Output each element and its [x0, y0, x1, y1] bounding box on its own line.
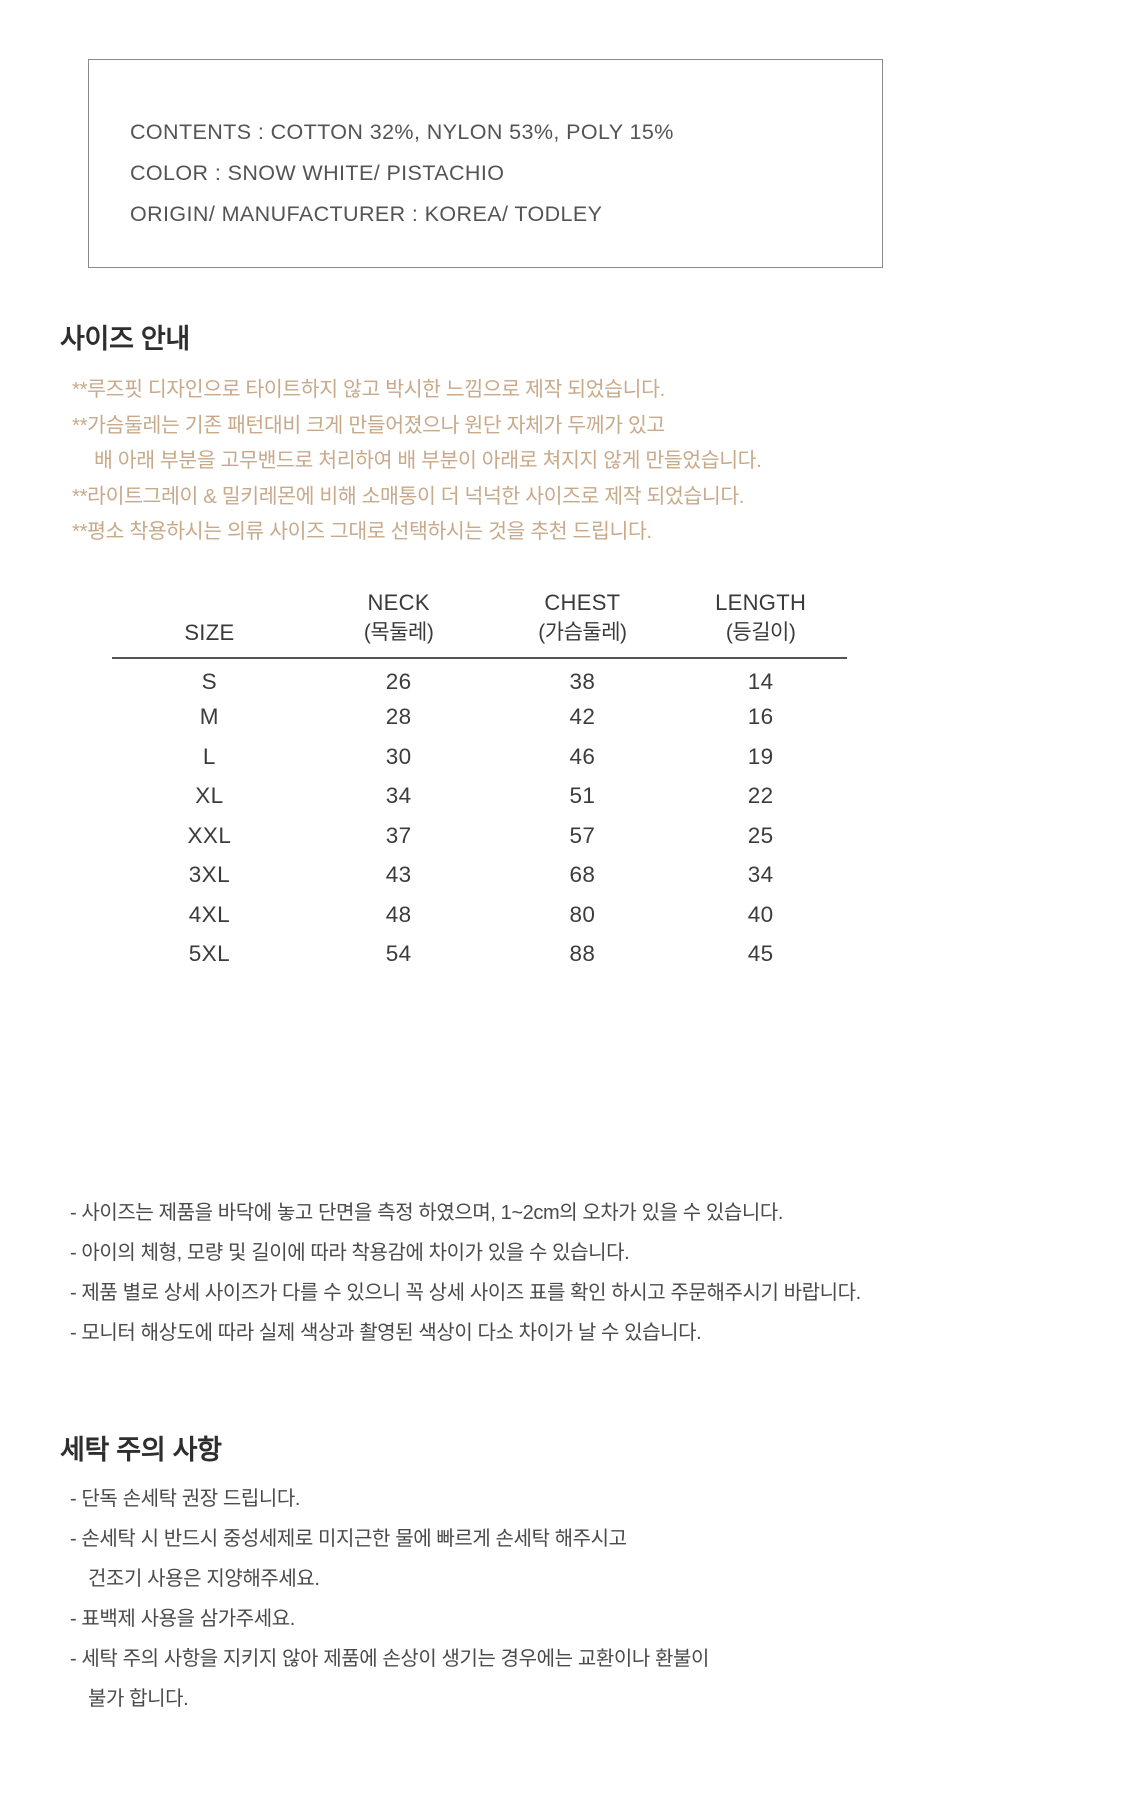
cell-chest: 51: [569, 783, 596, 809]
fit-note: **가슴둘레는 기존 패턴대비 크게 만들어졌으나 원단 자체가 두께가 있고: [72, 413, 665, 437]
cell-chest: 42: [569, 704, 596, 730]
cell-length: 45: [747, 941, 774, 967]
product-spec-box-content: CONTENTS : COTTON 32%, NYLON 53%, POLY 1…: [89, 60, 882, 235]
product-spec-box: CONTENTS : COTTON 32%, NYLON 53%, POLY 1…: [88, 59, 883, 268]
table-row: L 30 46 19: [112, 737, 847, 777]
spec-line-contents: CONTENTS : COTTON 32%, NYLON 53%, POLY 1…: [130, 120, 674, 144]
cell-size: L: [202, 743, 216, 769]
cell-neck: 34: [385, 783, 412, 809]
cell-chest: 88: [569, 941, 596, 967]
fit-note: 배 아래 부분을 고무밴드로 처리하여 배 부분이 아래로 쳐지지 않게 만들었…: [94, 449, 762, 472]
fit-note: **평소 착용하시는 의류 사이즈 그대로 선택하시는 것을 추천 드립니다.: [72, 520, 652, 543]
cell-neck: 54: [385, 941, 412, 967]
cell-neck: 28: [385, 704, 412, 730]
column-header-chest: CHEST (가슴둘레): [491, 588, 675, 658]
size-table-header: SIZE NECK (목둘레) CHEST (가슴둘레) LENGTH (등길이…: [112, 588, 847, 658]
table-row: XXL 37 57 25: [112, 816, 847, 856]
fit-note: **루즈핏 디자인으로 타이트하지 않고 박시한 느낌으로 제작 되었습니다.: [72, 378, 665, 401]
washing-care-note: 건조기 사용은 지양해주세요.: [88, 1568, 320, 1590]
cell-neck: 37: [385, 822, 412, 848]
cell-length: 14: [747, 668, 774, 694]
table-row: 5XL 54 88 45: [112, 935, 847, 975]
spec-line-origin: ORIGIN/ MANUFACTURER : KOREA/ TODLEY: [130, 202, 603, 226]
measurement-note: - 아이의 체형, 모량 및 길이에 따라 착용감에 차이가 있을 수 있습니다…: [70, 1242, 630, 1264]
measurement-note: - 모니터 해상도에 따라 실제 색상과 촬영된 색상이 다소 차이가 날 수 …: [70, 1322, 702, 1344]
table-header-row: SIZE NECK (목둘레) CHEST (가슴둘레) LENGTH (등길이…: [112, 588, 847, 658]
cell-neck: 43: [385, 862, 412, 888]
column-header-size-en: SIZE: [184, 620, 235, 645]
cell-neck: 48: [385, 901, 412, 927]
cell-chest: 57: [569, 822, 596, 848]
cell-chest: 68: [569, 862, 596, 888]
column-header-chest-ko: (가슴둘레): [538, 621, 627, 644]
washing-care-note: 불가 합니다.: [88, 1688, 189, 1710]
cell-size: S: [201, 668, 218, 694]
column-header-length-en: LENGTH: [715, 590, 807, 615]
washing-care-note: - 단독 손세탁 권장 드립니다.: [70, 1488, 301, 1510]
cell-length: 25: [747, 822, 774, 848]
cell-size: XL: [195, 783, 224, 809]
cell-neck: 30: [385, 743, 412, 769]
cell-size: 3XL: [188, 862, 230, 888]
size-table-body: S 26 38 14 M 28 42 16 L 30 46 19 XL 34 5…: [112, 658, 847, 974]
table-row: XL 34 51 22: [112, 777, 847, 817]
washing-care-notes-list: - 단독 손세탁 권장 드립니다. - 손세탁 시 반드시 중성세제로 미지근한…: [70, 1479, 1110, 1719]
column-header-neck: NECK (목둘레): [307, 588, 491, 658]
measurement-note: - 제품 별로 상세 사이즈가 다를 수 있으니 꼭 상세 사이즈 표를 확인 …: [70, 1282, 861, 1304]
cell-length: 34: [747, 862, 774, 888]
washing-care-note: - 손세탁 시 반드시 중성세제로 미지근한 물에 빠르게 손세탁 해주시고: [70, 1528, 627, 1550]
washing-care-note: - 표백제 사용을 삼가주세요.: [70, 1608, 295, 1630]
cell-length: 40: [747, 901, 774, 927]
spec-line-color: COLOR : SNOW WHITE/ PISTACHIO: [130, 161, 505, 185]
column-header-length: LENGTH (등길이): [674, 588, 847, 658]
column-header-neck-en: NECK: [367, 590, 430, 615]
column-header-chest-en: CHEST: [544, 590, 621, 615]
cell-size: 5XL: [188, 941, 230, 967]
column-header-size: SIZE: [112, 588, 307, 658]
size-table-container: SIZE NECK (목둘레) CHEST (가슴둘레) LENGTH (등길이…: [112, 588, 847, 974]
cell-length: 19: [747, 743, 774, 769]
fit-note: **라이트그레이 & 밀키레몬에 비해 소매통이 더 넉넉한 사이즈로 제작 되…: [72, 484, 745, 508]
cell-size: XXL: [187, 822, 232, 848]
table-row: M 28 42 16: [112, 698, 847, 738]
table-row: 3XL 43 68 34: [112, 856, 847, 896]
column-header-length-ko: (등길이): [725, 621, 796, 644]
size-guide-heading: 사이즈 안내: [60, 324, 190, 354]
table-row: S 26 38 14: [112, 658, 847, 698]
cell-chest: 38: [569, 668, 596, 694]
washing-care-heading: 세탁 주의 사항: [60, 1435, 222, 1465]
washing-care-note: - 세탁 주의 사항을 지키지 않아 제품에 손상이 생기는 경우에는 교환이나…: [70, 1648, 709, 1670]
cell-length: 16: [747, 704, 774, 730]
measurement-notes-list: - 사이즈는 제품을 바닥에 놓고 단면을 측정 하였으며, 1~2cm의 오차…: [70, 1193, 1110, 1353]
cell-size: 4XL: [188, 901, 230, 927]
cell-chest: 80: [569, 901, 596, 927]
measurement-note: - 사이즈는 제품을 바닥에 놓고 단면을 측정 하였으며, 1~2cm의 오차…: [70, 1202, 784, 1224]
table-row: 4XL 48 80 40: [112, 895, 847, 935]
cell-length: 22: [747, 783, 774, 809]
column-header-neck-ko: (목둘레): [363, 621, 434, 644]
cell-chest: 46: [569, 743, 596, 769]
fit-notes-list: **루즈핏 디자인으로 타이트하지 않고 박시한 느낌으로 제작 되었습니다. …: [72, 372, 1072, 550]
size-table: SIZE NECK (목둘레) CHEST (가슴둘레) LENGTH (등길이…: [112, 588, 847, 974]
cell-neck: 26: [385, 668, 412, 694]
cell-size: M: [199, 704, 219, 730]
